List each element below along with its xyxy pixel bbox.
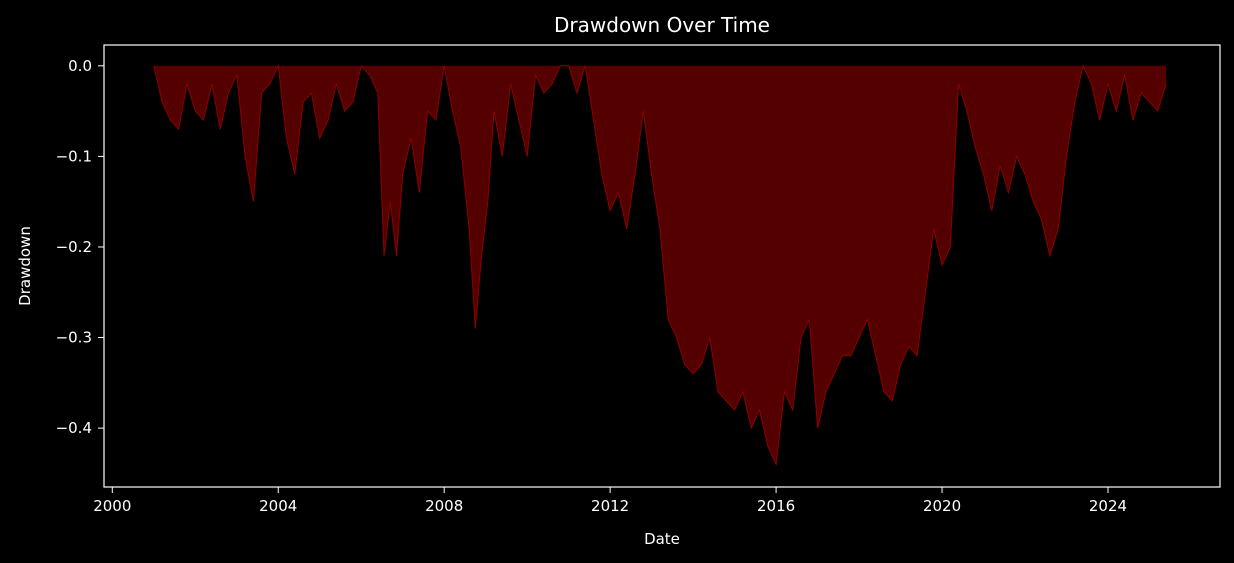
drawdown-area bbox=[153, 65, 1167, 465]
x-tick-label: 2008 bbox=[425, 497, 463, 515]
plot-frame bbox=[103, 44, 1221, 488]
x-tick-label: 2016 bbox=[757, 497, 795, 515]
y-axis-title: Drawdown bbox=[16, 226, 34, 306]
x-axis-title: Date bbox=[644, 530, 680, 548]
x-tick-label: 2004 bbox=[259, 497, 297, 515]
y-tick-label: −0.4 bbox=[56, 419, 92, 437]
x-axis: 2000 2004 2008 2012 2016 2020 2024 bbox=[93, 487, 1127, 515]
y-tick-label: −0.2 bbox=[56, 238, 92, 256]
y-tick-label: 0.0 bbox=[68, 57, 92, 75]
x-tick-label: 2012 bbox=[591, 497, 629, 515]
x-tick-label: 2020 bbox=[923, 497, 961, 515]
y-tick-label: −0.1 bbox=[56, 147, 92, 165]
x-tick-label: 2024 bbox=[1089, 497, 1127, 515]
drawdown-line bbox=[153, 63, 1167, 467]
plot-area bbox=[153, 63, 1167, 467]
y-tick-label: −0.3 bbox=[56, 329, 92, 347]
x-tick-label: 2000 bbox=[93, 497, 131, 515]
y-axis: 0.0 −0.1 −0.2 −0.3 −0.4 bbox=[56, 57, 104, 437]
chart-title: Drawdown Over Time bbox=[554, 13, 770, 37]
